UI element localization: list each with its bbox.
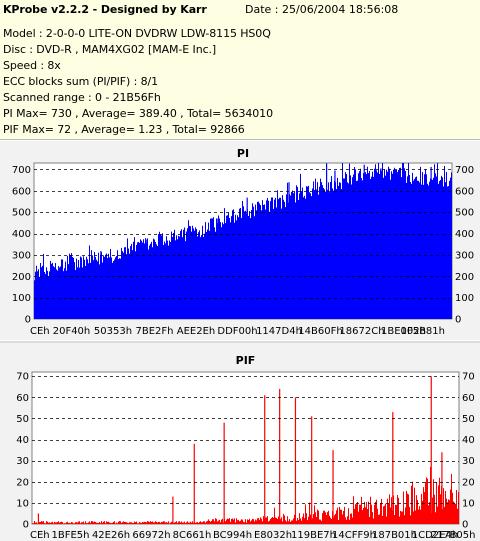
y-tick-label-left: 400 [12,229,31,240]
x-tick-label: CEh [30,530,50,541]
y-tick-label-left: 30 [16,456,29,467]
chart-title: PIF [236,354,256,367]
y-tick-label-right: 0 [462,520,468,531]
x-tick-label: 42E26h [92,530,130,541]
y-tick-label-right: 700 [455,165,474,176]
x-tick-label: 20F40h [53,326,91,337]
y-tick-label-left: 70 [16,372,29,383]
y-tick-label-left: 20 [16,477,29,488]
x-tick-label: 1CD2E4h [412,530,458,541]
x-tick-label: CEh [30,326,50,337]
y-tick-label-left: 200 [12,272,31,283]
y-tick-label-left: 40 [16,435,29,446]
y-tick-label-right: 40 [462,435,475,446]
y-tick-label-left: 600 [12,186,31,197]
y-tick-label-right: 200 [455,272,474,283]
pi-statistics: PI Max= 730 , Average= 389.40 , Total= 5… [3,107,273,120]
x-tick-label: DDF00h [217,326,257,337]
y-tick-label-left: 300 [12,250,31,261]
scan-date: Date : 25/06/2004 18:56:08 [245,3,399,16]
drive-model: Model : 2-0-0-0 LITE-ON DVDRW LDW-8115 H… [3,27,271,40]
x-tick-label: BC994h [213,530,252,541]
scanned-range: Scanned range : 0 - 21B56Fh [3,91,161,104]
x-tick-label: 8C661h [173,530,212,541]
y-tick-label-left: 100 [12,293,31,304]
y-tick-label-right: 30 [462,456,475,467]
plot-area [31,371,460,525]
y-tick-label-right: 50 [462,414,475,425]
info-panel: KProbe v2.2.2 - Designed by Karr Date : … [0,0,480,140]
y-tick-label-right: 0 [455,315,461,326]
x-tick-label: 14CFF9h [332,530,376,541]
x-tick-label: 1F5B81h [401,326,445,337]
y-tick-label-right: 600 [455,186,474,197]
x-tick-label: 217B05h [430,530,475,541]
y-tick-label-right: 10 [462,498,475,509]
y-tick-label-left: 60 [16,393,29,404]
x-tick-label: 7BE2Fh [136,326,174,337]
x-tick-label: E8032h [254,530,292,541]
x-tick-label: 66972h [132,530,170,541]
data-series [34,163,452,319]
y-tick-label-left: 10 [16,498,29,509]
x-tick-label: 187B01h [372,530,417,541]
pif-statistics: PIF Max= 72 , Average= 1.23 , Total= 928… [3,123,245,136]
y-tick-label-left: 50 [16,414,29,425]
x-tick-label: 14B60Fh [298,326,342,337]
y-tick-label-left: 0 [23,520,29,531]
y-tick-label-right: 60 [462,393,475,404]
data-series [32,376,459,524]
pi-chart: PI 0 0 100 100 200 200 300 300 400 400 500 500 600 600… [12,147,474,337]
app-title: KProbe v2.2.2 - Designed by Karr [3,3,207,16]
y-tick-label-right: 100 [455,293,474,304]
ecc-blocks: ECC blocks sum (PI/PIF) : 8/1 [3,75,159,88]
y-tick-label-left: 500 [12,208,31,219]
pi-chart-panel: PI 0 0 100 100 200 200 300 300 400 400 500 500 600 600… [0,141,480,340]
y-tick-label-left: 700 [12,165,31,176]
x-tick-label: 1BFE5h [52,530,90,541]
y-tick-label-right: 300 [455,250,474,261]
x-tick-label: 119BE7h [291,530,336,541]
x-tick-label: AEE2Eh [177,326,216,337]
disc-info: Disc : DVD-R , MAM4XG02 [MAM-E Inc.] [3,43,217,56]
y-tick-label-left: 0 [25,315,31,326]
y-tick-label-right: 70 [462,372,475,383]
scan-speed: Speed : 8x [3,59,61,72]
pif-chart-panel: PIF 0 0 10 10 20 20 30 30 40 40 50 50 60 60 70 70 CEh 1BFE… [0,341,480,541]
y-tick-label-right: 20 [462,477,475,488]
x-tick-label: 18672Ch [339,326,384,337]
y-tick-label-right: 400 [455,229,474,240]
chart-title: PI [237,147,249,160]
x-tick-label: 50353h [94,326,132,337]
x-tick-label: 1147D4h [256,326,302,337]
x-tick-label: 1BE002h [381,326,426,337]
pif-chart: PIF 0 0 10 10 20 20 30 30 40 40 50 50 60 60 70 70 CEh 1BFE… [16,354,475,541]
y-tick-label-right: 500 [455,208,474,219]
